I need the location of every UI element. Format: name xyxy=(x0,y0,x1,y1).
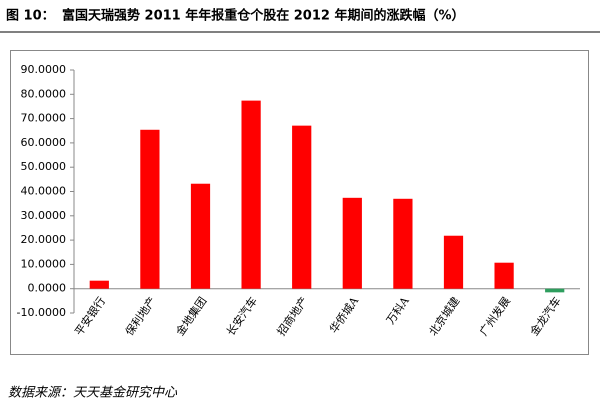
bar xyxy=(494,262,514,289)
y-tick-label: 90.0000 xyxy=(21,63,67,76)
y-tick-label: 30.0000 xyxy=(21,209,67,222)
source-note: 数据来源：天天基金研究中心 xyxy=(8,385,178,401)
bar xyxy=(393,198,413,289)
y-tick-label: 60.0000 xyxy=(21,136,67,149)
chart-title: 富国天瑞强势 2011 年年报重仓个股在 2012 年期间的涨跌幅（%） xyxy=(62,8,465,24)
bar xyxy=(89,280,109,289)
figure-label: 图 10： xyxy=(6,9,55,24)
y-tick-label: 70.0000 xyxy=(21,112,67,125)
y-tick-label: 0.0000 xyxy=(28,282,67,295)
y-tick-label: 80.0000 xyxy=(21,87,67,100)
y-tick-label: 50.0000 xyxy=(21,160,67,173)
bar xyxy=(443,235,464,289)
y-tick-label: 40.0000 xyxy=(21,185,67,198)
bar xyxy=(545,288,565,293)
bar xyxy=(241,100,261,289)
bar xyxy=(342,197,362,289)
bar xyxy=(190,183,211,289)
y-tick-label: 20.0000 xyxy=(21,233,67,246)
y-tick-label: 10.0000 xyxy=(21,257,67,270)
bar xyxy=(140,129,160,289)
bar xyxy=(292,125,312,289)
y-tick-label: -10.0000 xyxy=(17,306,66,319)
